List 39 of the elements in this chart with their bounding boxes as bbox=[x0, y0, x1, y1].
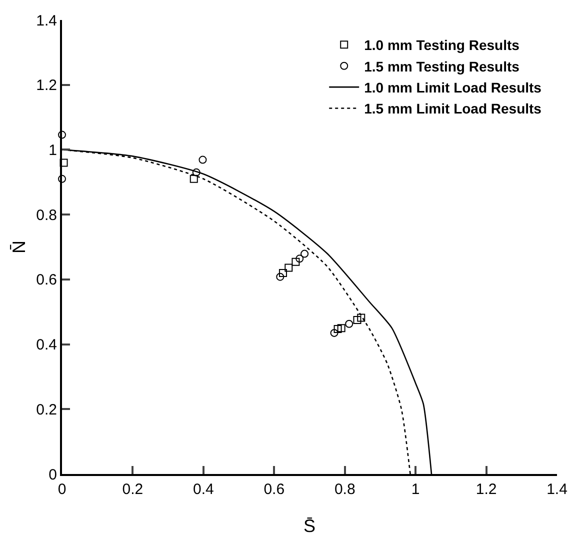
y-tick-label: 0.4 bbox=[36, 336, 57, 354]
y-tick-label: 1.4 bbox=[36, 12, 57, 30]
legend-label: 1.0 mm Testing Results bbox=[364, 37, 520, 54]
point bbox=[337, 324, 346, 332]
x-tick-label: 0.4 bbox=[193, 481, 214, 498]
point bbox=[300, 250, 309, 258]
point bbox=[192, 168, 200, 176]
y-tick-label: 0.6 bbox=[36, 272, 57, 289]
point bbox=[190, 174, 198, 183]
point bbox=[292, 258, 300, 266]
point bbox=[334, 325, 342, 334]
point bbox=[276, 272, 284, 281]
x-tick-label: 0.6 bbox=[264, 481, 285, 498]
x-tick-label: 1.2 bbox=[476, 481, 497, 498]
x-axis-title: S̄ bbox=[303, 516, 316, 536]
point bbox=[353, 316, 362, 324]
y-tick-label: 0 bbox=[48, 466, 57, 484]
legend-label: 1.5 mm Testing Results bbox=[364, 58, 520, 74]
x-tick-label: 1 bbox=[411, 481, 420, 498]
point bbox=[357, 314, 366, 322]
legend-label: 1.0 mm Limit Load Results bbox=[364, 80, 542, 96]
y-tick-label: 0.2 bbox=[36, 401, 57, 418]
point bbox=[284, 264, 293, 272]
point bbox=[198, 156, 207, 164]
y-tick-label: 0.8 bbox=[36, 206, 57, 224]
y-axis-title: N̄ bbox=[8, 240, 29, 254]
point bbox=[58, 174, 66, 183]
x-tick-label: 1.4 bbox=[546, 481, 568, 498]
x-tick-label: 0.8 bbox=[334, 481, 356, 498]
point bbox=[58, 130, 66, 139]
x-tick-label: 0.2 bbox=[122, 481, 144, 498]
legend-label: 1.5 mm Limit Load Results bbox=[364, 100, 542, 117]
point bbox=[330, 328, 338, 337]
y-tick-label: 1.2 bbox=[36, 77, 57, 94]
point bbox=[278, 268, 287, 277]
point bbox=[345, 320, 354, 328]
y-tick-label: 1 bbox=[48, 142, 57, 159]
point bbox=[296, 254, 304, 263]
point bbox=[60, 158, 68, 167]
